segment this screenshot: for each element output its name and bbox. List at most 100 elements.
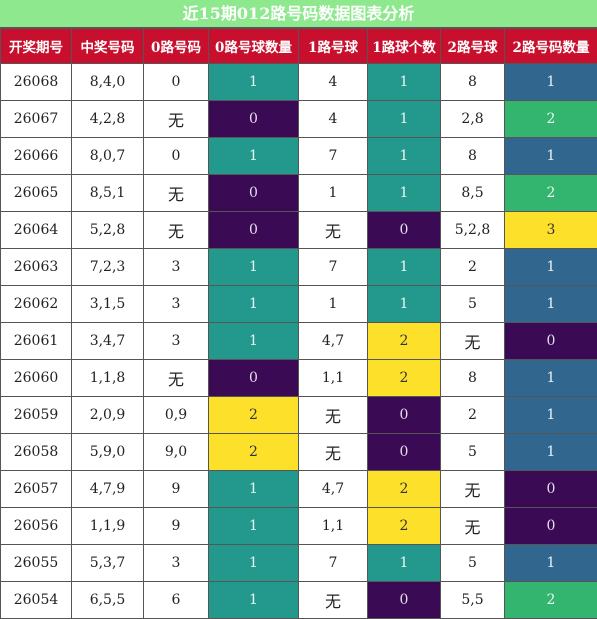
- cell-route1: 4: [299, 101, 368, 138]
- cell-numbers: 1,1,9: [72, 508, 144, 545]
- cell-route1-count: 0: [368, 582, 441, 619]
- cell-route0-count: 0: [209, 360, 299, 397]
- cell-route0-count: 1: [209, 286, 299, 323]
- cell-route0-count: 0: [209, 101, 299, 138]
- cell-period: 26064: [1, 212, 72, 249]
- cell-route0: 9,0: [144, 434, 209, 471]
- cell-route2: 5: [441, 434, 505, 471]
- cell-route0: 9: [144, 471, 209, 508]
- cell-route0: 0: [144, 64, 209, 101]
- chart-container: 近15期012路号码数据图表分析 开奖期号 中奖号码 0路号码 0路号球数量 1…: [0, 0, 597, 598]
- cell-route1: 4,7: [299, 471, 368, 508]
- cell-period: 26060: [1, 360, 72, 397]
- cell-route0-count: 0: [209, 175, 299, 212]
- cell-period: 26066: [1, 138, 72, 175]
- cell-route2: 5: [441, 545, 505, 582]
- cell-route2-count: 1: [505, 360, 597, 397]
- cell-route1: 无: [299, 212, 368, 249]
- cell-route2: 5,2,8: [441, 212, 505, 249]
- cell-period: 26067: [1, 101, 72, 138]
- cell-route2-count: 0: [505, 323, 597, 360]
- cell-numbers: 8,0,7: [72, 138, 144, 175]
- cell-route1: 7: [299, 138, 368, 175]
- cell-route0: 3: [144, 286, 209, 323]
- cell-route2-count: 1: [505, 434, 597, 471]
- cell-route2-count: 0: [505, 508, 597, 545]
- cell-numbers: 4,2,8: [72, 101, 144, 138]
- cell-route0: 0: [144, 138, 209, 175]
- cell-route0: 无: [144, 212, 209, 249]
- cell-route2: 2: [441, 397, 505, 434]
- cell-route2: 无: [441, 508, 505, 545]
- cell-route2-count: 2: [505, 101, 597, 138]
- cell-route0: 3: [144, 323, 209, 360]
- cell-route0: 无: [144, 175, 209, 212]
- cell-route1-count: 1: [368, 286, 441, 323]
- cell-route2: 8: [441, 138, 505, 175]
- cell-period: 26055: [1, 545, 72, 582]
- cell-numbers: 6,5,5: [72, 582, 144, 619]
- cell-route2-count: 1: [505, 286, 597, 323]
- cell-period: 26059: [1, 397, 72, 434]
- cell-numbers: 1,1,8: [72, 360, 144, 397]
- cell-route0: 3: [144, 545, 209, 582]
- cell-route1-count: 1: [368, 545, 441, 582]
- header-numbers: 中奖号码: [72, 29, 144, 64]
- cell-period: 26065: [1, 175, 72, 212]
- cell-route2: 8: [441, 64, 505, 101]
- page-title: 近15期012路号码数据图表分析: [0, 0, 597, 28]
- cell-numbers: 8,5,1: [72, 175, 144, 212]
- cell-route1: 1,1: [299, 508, 368, 545]
- cell-route2: 8: [441, 360, 505, 397]
- header-route0-count: 0路号球数量: [209, 29, 299, 64]
- cell-route0: 无: [144, 101, 209, 138]
- cell-period: 26058: [1, 434, 72, 471]
- cell-route1-count: 0: [368, 212, 441, 249]
- cell-route1: 无: [299, 434, 368, 471]
- cell-route0-count: 1: [209, 323, 299, 360]
- cell-route1-count: 1: [368, 64, 441, 101]
- cell-route1-count: 1: [368, 249, 441, 286]
- cell-route2-count: 1: [505, 64, 597, 101]
- cell-route1-count: 2: [368, 323, 441, 360]
- cell-route1: 4,7: [299, 323, 368, 360]
- cell-period: 26057: [1, 471, 72, 508]
- cell-numbers: 5,2,8: [72, 212, 144, 249]
- cell-route0-count: 1: [209, 138, 299, 175]
- cell-route2-count: 0: [505, 471, 597, 508]
- cell-route0-count: 1: [209, 508, 299, 545]
- cell-route0: 3: [144, 249, 209, 286]
- cell-route2-count: 1: [505, 138, 597, 175]
- cell-route2: 2,8: [441, 101, 505, 138]
- cell-route0: 6: [144, 582, 209, 619]
- cell-route0-count: 2: [209, 397, 299, 434]
- cell-route2: 5: [441, 286, 505, 323]
- cell-route0: 9: [144, 508, 209, 545]
- cell-period: 26061: [1, 323, 72, 360]
- cell-period: 26068: [1, 64, 72, 101]
- cell-route1: 4: [299, 64, 368, 101]
- cell-route1-count: 2: [368, 471, 441, 508]
- cell-route1-count: 2: [368, 360, 441, 397]
- header-route1-count: 1路球个数: [368, 29, 441, 64]
- header-route1: 1路号球: [299, 29, 368, 64]
- cell-period: 26054: [1, 582, 72, 619]
- cell-route0: 无: [144, 360, 209, 397]
- cell-route2-count: 2: [505, 175, 597, 212]
- cell-numbers: 3,1,5: [72, 286, 144, 323]
- cell-route1-count: 0: [368, 397, 441, 434]
- cell-route0-count: 1: [209, 471, 299, 508]
- header-route0: 0路号码: [144, 29, 209, 64]
- cell-route2-count: 2: [505, 582, 597, 619]
- cell-route0-count: 2: [209, 434, 299, 471]
- cell-route2: 5,5: [441, 582, 505, 619]
- cell-numbers: 3,4,7: [72, 323, 144, 360]
